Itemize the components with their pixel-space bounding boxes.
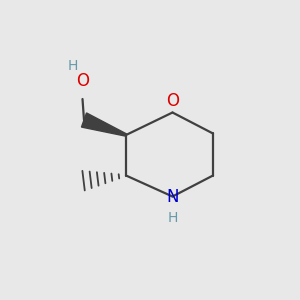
Text: O: O	[166, 92, 179, 110]
Polygon shape	[82, 113, 126, 136]
Text: H: H	[167, 211, 178, 224]
Text: H: H	[68, 59, 78, 74]
Text: N: N	[166, 188, 179, 206]
Text: O: O	[76, 72, 89, 90]
